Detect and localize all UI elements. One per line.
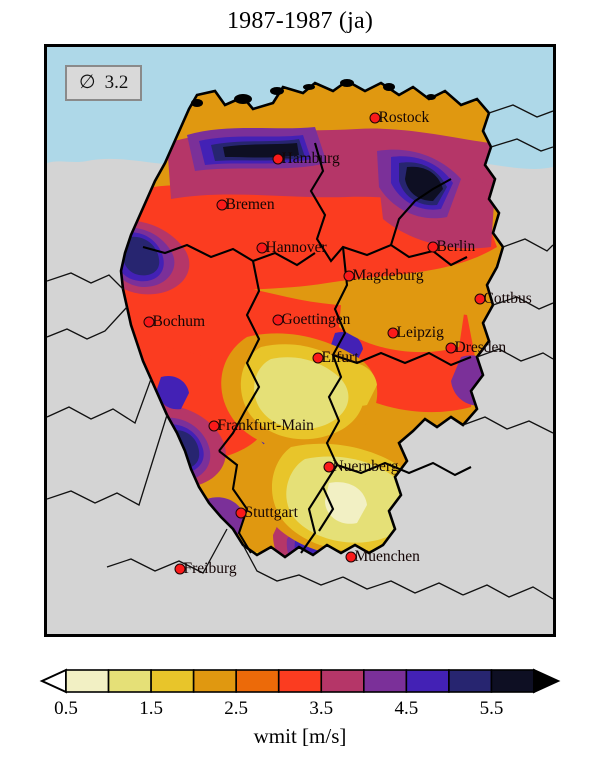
- city-label: Bochum: [152, 312, 206, 330]
- city-dot-icon: [427, 241, 439, 253]
- city-marker[interactable]: Rostock: [369, 109, 429, 126]
- city-label: Rostock: [378, 108, 430, 126]
- mean-value: 3.2: [104, 71, 129, 93]
- city-label: Frankfurt-Main: [217, 416, 314, 434]
- city-marker[interactable]: Freiburg: [174, 560, 237, 577]
- city-marker[interactable]: Erfurt: [312, 349, 359, 366]
- colorbar-band: [405, 669, 450, 693]
- city-marker[interactable]: Magdeburg: [343, 267, 424, 284]
- city-marker[interactable]: Bremen: [216, 196, 275, 213]
- state-borders: [142, 142, 472, 554]
- city-dot-icon: [208, 420, 220, 432]
- city-marker[interactable]: Berlin: [427, 238, 475, 255]
- city-marker[interactable]: Cottbus: [474, 290, 532, 307]
- colorbar-band: [192, 669, 237, 693]
- colorbar-band: [65, 669, 110, 693]
- city-label: Muenchen: [354, 547, 420, 565]
- neighbour-borders: [47, 104, 553, 600]
- colorbar[interactable]: 0.5 1.5 2.5 3.5 4.5 5.5 wmit [m/s]: [0, 662, 600, 780]
- germany-outline: [119, 79, 505, 559]
- colorbar-tick: 4.5: [394, 698, 419, 719]
- city-dot-icon: [343, 270, 355, 282]
- colorbar-band: [448, 669, 493, 693]
- city-label: Leipzig: [396, 323, 444, 341]
- mean-symbol-icon: ∅: [79, 72, 96, 93]
- city-label: Erfurt: [321, 348, 359, 366]
- city-label: Nuernberg: [332, 457, 399, 475]
- map-panel[interactable]: ∅ 3.2 Rostock Hamburg Bremen Hannover Berlin…: [44, 44, 556, 637]
- colorbar-under-arrow: [39, 668, 67, 694]
- colorbar-band: [320, 669, 365, 693]
- city-marker[interactable]: Dresden: [445, 339, 506, 356]
- city-dot-icon: [272, 314, 284, 326]
- city-dot-icon: [272, 153, 284, 165]
- city-label: Goettingen: [281, 310, 351, 328]
- city-dot-icon: [256, 242, 268, 254]
- city-dot-icon: [174, 563, 186, 575]
- city-dot-icon: [143, 316, 155, 328]
- city-label: Freiburg: [183, 559, 237, 577]
- colorbar-axis-label: wmit [m/s]: [253, 724, 347, 748]
- colorbar-tick: 0.5: [54, 698, 78, 719]
- city-marker[interactable]: Bochum: [143, 313, 205, 330]
- colorbar-band: [277, 669, 323, 693]
- city-marker[interactable]: Nuernberg: [323, 458, 399, 475]
- colorbar-over-arrow: [533, 668, 561, 694]
- colorbar-tick: 3.5: [309, 698, 334, 719]
- colorbar-band: [235, 669, 280, 693]
- mean-value-badge: ∅ 3.2: [65, 65, 143, 101]
- city-label: Bremen: [225, 195, 275, 213]
- colorbar-tick: 1.5: [139, 698, 163, 719]
- city-dot-icon: [345, 551, 357, 563]
- colorbar-swatches: [39, 668, 561, 694]
- city-marker[interactable]: Stuttgart: [235, 504, 298, 521]
- city-dot-icon: [387, 327, 399, 339]
- city-label: Berlin: [436, 237, 476, 255]
- colorbar-tick: 5.5: [479, 698, 504, 719]
- city-marker[interactable]: Leipzig: [387, 324, 444, 341]
- city-marker[interactable]: Hannover: [256, 239, 327, 256]
- colorbar-tick-labels: 0.5 1.5 2.5 3.5 4.5 5.5: [0, 698, 600, 724]
- city-label: Hannover: [265, 238, 327, 256]
- city-dot-icon: [216, 199, 228, 211]
- city-label: Magdeburg: [352, 266, 424, 284]
- colorbar-band: [150, 669, 195, 693]
- city-dot-icon: [312, 352, 324, 364]
- city-marker[interactable]: Muenchen: [345, 548, 420, 565]
- city-dot-icon: [369, 112, 381, 124]
- colorbar-tick: 2.5: [224, 698, 249, 719]
- colorbar-band: [363, 669, 408, 693]
- city-marker[interactable]: Frankfurt-Main: [208, 417, 314, 434]
- city-dot-icon: [323, 461, 335, 473]
- city-dot-icon: [235, 507, 247, 519]
- colorbar-band: [107, 669, 152, 693]
- city-label: Stuttgart: [244, 503, 298, 521]
- city-dot-icon: [445, 342, 457, 354]
- city-label: Cottbus: [483, 289, 532, 307]
- city-dot-icon: [474, 293, 486, 305]
- city-label: Hamburg: [281, 149, 340, 167]
- coastline-detail: [191, 79, 436, 107]
- city-marker[interactable]: Goettingen: [272, 311, 350, 328]
- city-label: Dresden: [454, 338, 507, 356]
- colorbar-band: [490, 669, 535, 693]
- page-title: 1987-1987 (ja): [226, 8, 374, 34]
- city-marker[interactable]: Hamburg: [272, 150, 340, 167]
